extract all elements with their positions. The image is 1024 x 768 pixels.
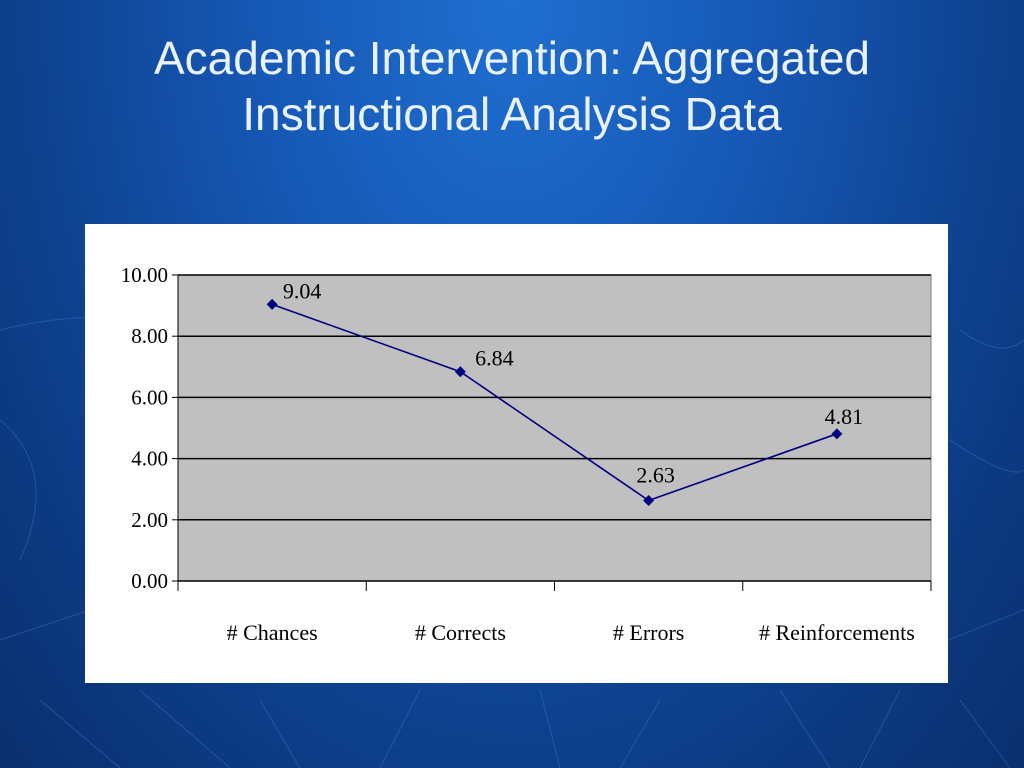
y-tick-label: 0.00 — [131, 569, 168, 593]
data-label: 4.81 — [825, 404, 864, 429]
data-point-marker — [266, 298, 278, 310]
data-label: 9.04 — [283, 278, 322, 303]
x-tick-label: # Errors — [613, 620, 684, 645]
chart-panel: 0.00 2.00 4.00 6.00 8.00 10.00 # Chances # Corr… — [85, 224, 948, 683]
x-tick-label: # Chances — [227, 620, 318, 645]
y-tick-label: 10.00 — [121, 263, 168, 287]
y-tick-label: 6.00 — [131, 385, 168, 409]
y-tick-label: 8.00 — [131, 324, 168, 348]
plot-area — [177, 274, 932, 582]
slide-title-line2: Instructional Analysis Data — [242, 88, 782, 140]
data-point-marker — [454, 366, 466, 378]
data-point-marker — [831, 428, 843, 440]
y-tick-label: 4.00 — [131, 447, 168, 471]
slide-title-line1: Academic Intervention: Aggregated — [153, 32, 870, 84]
y-tick-label: 2.00 — [131, 508, 168, 532]
data-label: 2.63 — [636, 463, 675, 488]
x-tick-label: # Reinforcements — [759, 620, 915, 645]
data-point-marker — [643, 495, 655, 507]
x-tick-label: # Corrects — [415, 620, 506, 645]
slide-title: Academic Intervention: Aggregated Instru… — [0, 30, 1024, 142]
series-line — [271, 303, 838, 502]
data-label: 6.84 — [475, 346, 514, 371]
line-chart: 0.00 2.00 4.00 6.00 8.00 10.00 # Chances # Corr… — [121, 263, 932, 645]
